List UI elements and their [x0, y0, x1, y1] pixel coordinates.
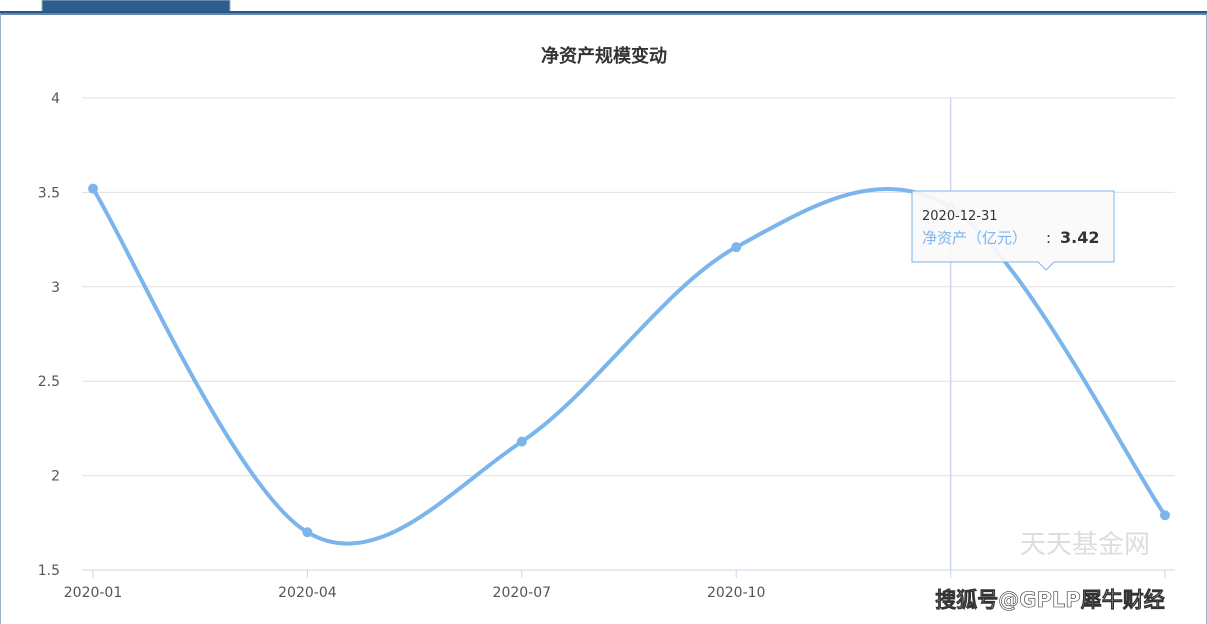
- x-tick-label: 2020-10: [707, 585, 766, 601]
- tooltip-date: 2020-12-31: [922, 209, 998, 224]
- tab-bar: [0, 11, 1207, 15]
- y-tick-label: 4: [51, 91, 60, 107]
- point: [88, 183, 98, 194]
- y-tick-label: 3: [51, 280, 60, 296]
- point: [731, 242, 742, 253]
- y-tick-label: 2: [51, 469, 60, 485]
- watermark: 搜狐号@GPLP犀牛财经: [935, 588, 1164, 612]
- watermark: 天天基金网: [1020, 530, 1150, 560]
- point: [302, 527, 313, 538]
- tab: [41, 0, 231, 11]
- chart-title: 净资产规模变动: [541, 45, 667, 67]
- point: [1160, 510, 1170, 521]
- x-tick-label: 2020-07: [493, 585, 552, 601]
- tooltip: 2020-12-31 净资产（亿元）:3.42: [911, 190, 1115, 271]
- tooltip-box: [911, 190, 1115, 271]
- x-tick-label: 2020-04: [278, 585, 337, 601]
- tooltip-sep: :: [1046, 229, 1051, 247]
- tooltip-label: 净资产（亿元）: [922, 229, 1027, 247]
- y-tick-label: 3.5: [38, 185, 60, 201]
- x-tick-label: 2020-01: [64, 585, 123, 601]
- y-tick-label: 2.5: [38, 374, 60, 390]
- tooltip-value: 3.42: [1060, 228, 1099, 247]
- y-tick-label: 1.5: [38, 563, 60, 579]
- point: [516, 436, 527, 447]
